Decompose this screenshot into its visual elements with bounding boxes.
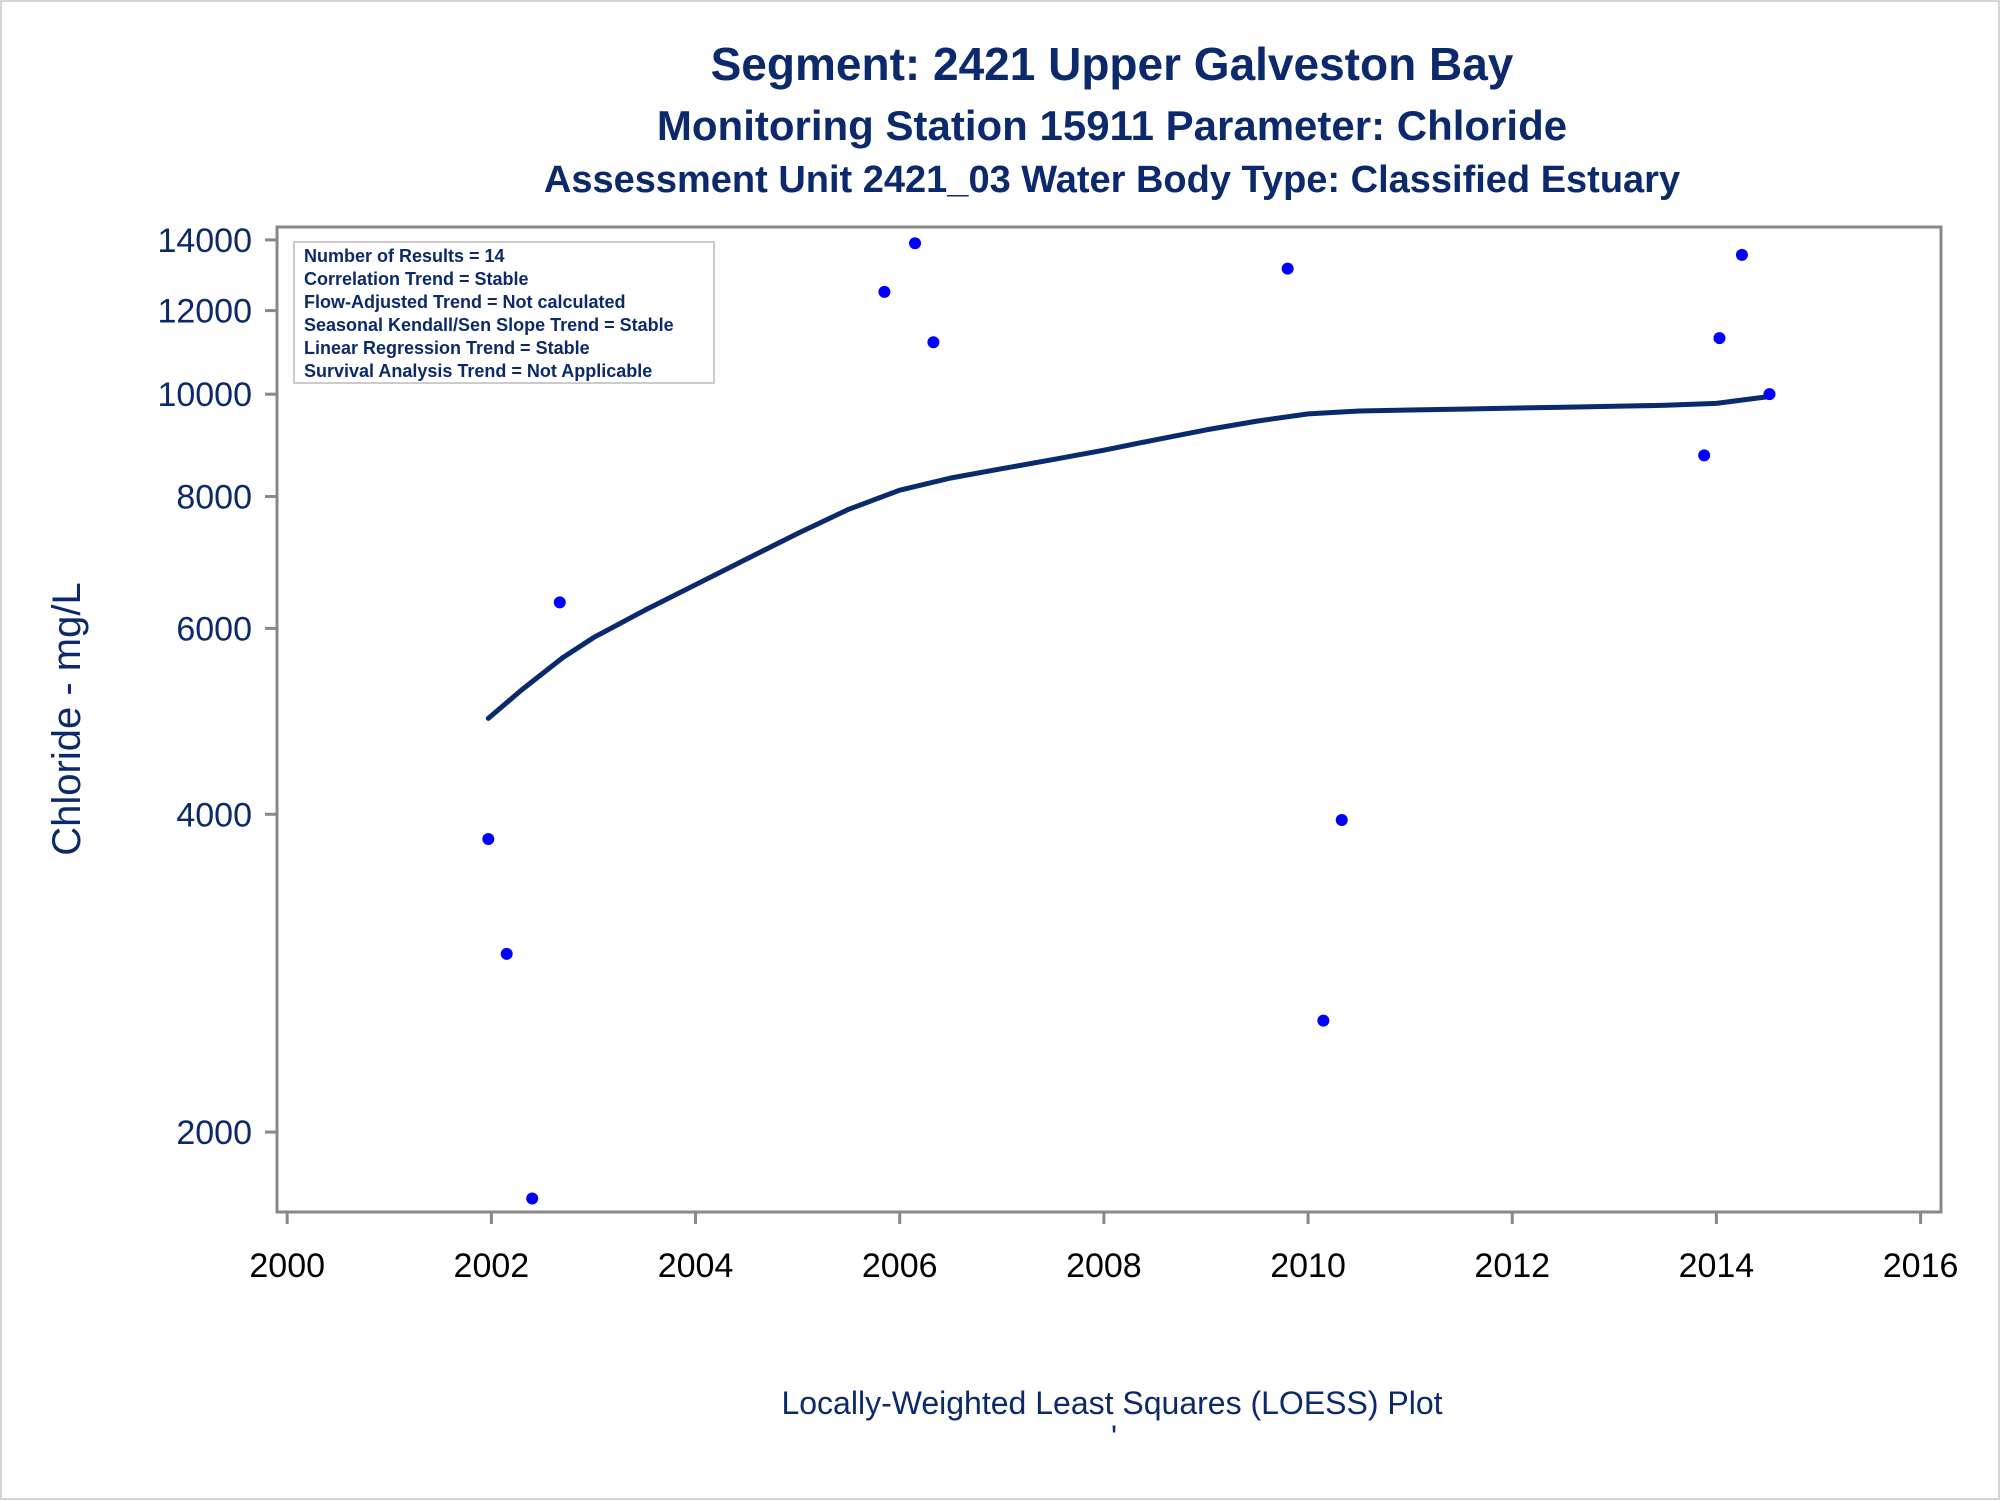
stats-box-border <box>293 241 715 384</box>
chart-subtitle: Monitoring Station 15911 Parameter: Chlo… <box>657 102 1567 149</box>
loess-curve <box>485 394 1772 721</box>
x-tick-label: 2016 <box>1883 1247 1959 1285</box>
data-point <box>1698 449 1711 462</box>
y-tick-label: 8000 <box>176 478 252 516</box>
y-tick-label: 14000 <box>157 222 252 260</box>
data-point <box>1713 332 1726 345</box>
stats-box: Number of Results = 14 Correlation Trend… <box>293 241 715 384</box>
y-axis: 2000 4000 6000 8000 10000 12000 14000 <box>157 222 277 1152</box>
data-point <box>1763 388 1776 401</box>
data-point <box>909 237 922 250</box>
data-point <box>927 336 940 349</box>
stat-number-of-results: Number of Results = 14 <box>304 246 505 266</box>
data-point <box>1317 1014 1330 1027</box>
data-point <box>482 832 495 845</box>
stat-correlation-trend: Correlation Trend = Stable <box>304 269 529 289</box>
data-point <box>526 1192 539 1205</box>
stat-flow-adjusted-trend: Flow-Adjusted Trend = Not calculated <box>304 292 626 312</box>
chart-footer-mark: ' <box>1111 1419 1117 1455</box>
chart-title: Segment: 2421 Upper Galveston Bay <box>711 38 1514 90</box>
x-tick-label: 2008 <box>1066 1247 1142 1285</box>
data-point <box>878 285 891 298</box>
data-point <box>553 596 566 609</box>
x-tick-label: 2006 <box>862 1247 938 1285</box>
data-series <box>482 237 1776 1205</box>
plot-area <box>275 225 1943 1214</box>
x-tick-label: 2002 <box>454 1247 530 1285</box>
data-point <box>1281 262 1294 275</box>
y-tick-label: 10000 <box>157 376 252 414</box>
y-tick-label: 6000 <box>176 610 252 648</box>
data-point <box>500 947 513 960</box>
x-tick-label: 2014 <box>1679 1247 1755 1285</box>
y-axis-label: Chloride - mg/L <box>45 582 89 855</box>
x-tick-label: 2004 <box>658 1247 734 1285</box>
y-tick-label: 4000 <box>176 796 252 834</box>
stat-linear-regression-trend: Linear Regression Trend = Stable <box>304 338 590 358</box>
chart-subtitle-2: Assessment Unit 2421_03 Water Body Type:… <box>544 159 1680 201</box>
x-tick-label: 2012 <box>1474 1247 1550 1285</box>
data-point <box>1335 814 1348 827</box>
y-tick-label: 12000 <box>157 293 252 331</box>
x-axis: 2000 2002 2004 2006 2008 2010 2012 2014 2016 <box>249 1212 1958 1285</box>
data-point <box>1735 248 1748 261</box>
x-tick-label: 2010 <box>1270 1247 1346 1285</box>
chart-footer: Locally-Weighted Least Squares (LOESS) P… <box>781 1385 1442 1421</box>
y-tick-label: 2000 <box>176 1114 252 1152</box>
x-tick-label: 2000 <box>249 1247 325 1285</box>
stat-survival-analysis-trend: Survival Analysis Trend = Not Applicable <box>304 361 652 381</box>
stat-seasonal-kendall-trend: Seasonal Kendall/Sen Slope Trend = Stabl… <box>304 315 674 335</box>
